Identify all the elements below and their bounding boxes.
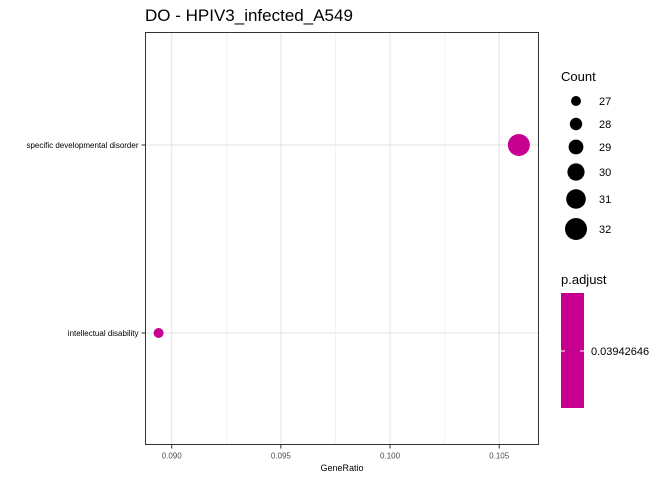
count-legend-label: 32 <box>599 224 611 236</box>
grid-lines <box>145 32 539 445</box>
p-adjust-colorbar-label: 0.03942646 <box>591 346 649 358</box>
p-adjust-colorbar <box>561 293 584 408</box>
y-axis-ticks: specific developmental disorder intellect… <box>26 141 146 338</box>
count-legend: Count 27 28 29 30 31 32 <box>561 69 611 240</box>
p-adjust-legend: p.adjust 0.03942646 <box>561 272 649 408</box>
plot-border <box>145 32 539 445</box>
x-tick-label: 0.095 <box>271 452 292 461</box>
chart-title: DO - HPIV3_infected_A549 <box>145 6 353 25</box>
plot-background <box>145 32 539 445</box>
p-adjust-legend-title: p.adjust <box>561 272 607 287</box>
x-tick-label: 0.100 <box>380 452 401 461</box>
plot-panel <box>145 32 539 445</box>
x-tick-label: 0.105 <box>489 452 510 461</box>
x-tick-label: 0.090 <box>162 452 183 461</box>
count-legend-key <box>565 218 587 240</box>
y-tick-label: specific developmental disorder <box>26 141 138 150</box>
count-legend-label: 28 <box>599 119 611 131</box>
x-axis-ticks: 0.090 0.095 0.100 0.105 <box>162 444 510 461</box>
x-axis-label: GeneRatio <box>320 463 363 473</box>
count-legend-title: Count <box>561 69 596 84</box>
y-tick-label: intellectual disability <box>68 329 139 338</box>
data-point <box>153 328 164 338</box>
count-legend-label: 27 <box>599 96 611 108</box>
count-legend-key <box>566 189 586 209</box>
count-legend-key <box>568 139 584 155</box>
data-point <box>507 134 530 156</box>
count-legend-label: 30 <box>599 167 611 179</box>
count-legend-key <box>567 163 585 181</box>
count-legend-key <box>571 96 581 106</box>
data-points <box>153 134 530 338</box>
count-legend-label: 31 <box>599 194 611 206</box>
count-legend-label: 29 <box>599 142 611 154</box>
count-legend-key <box>569 117 583 131</box>
